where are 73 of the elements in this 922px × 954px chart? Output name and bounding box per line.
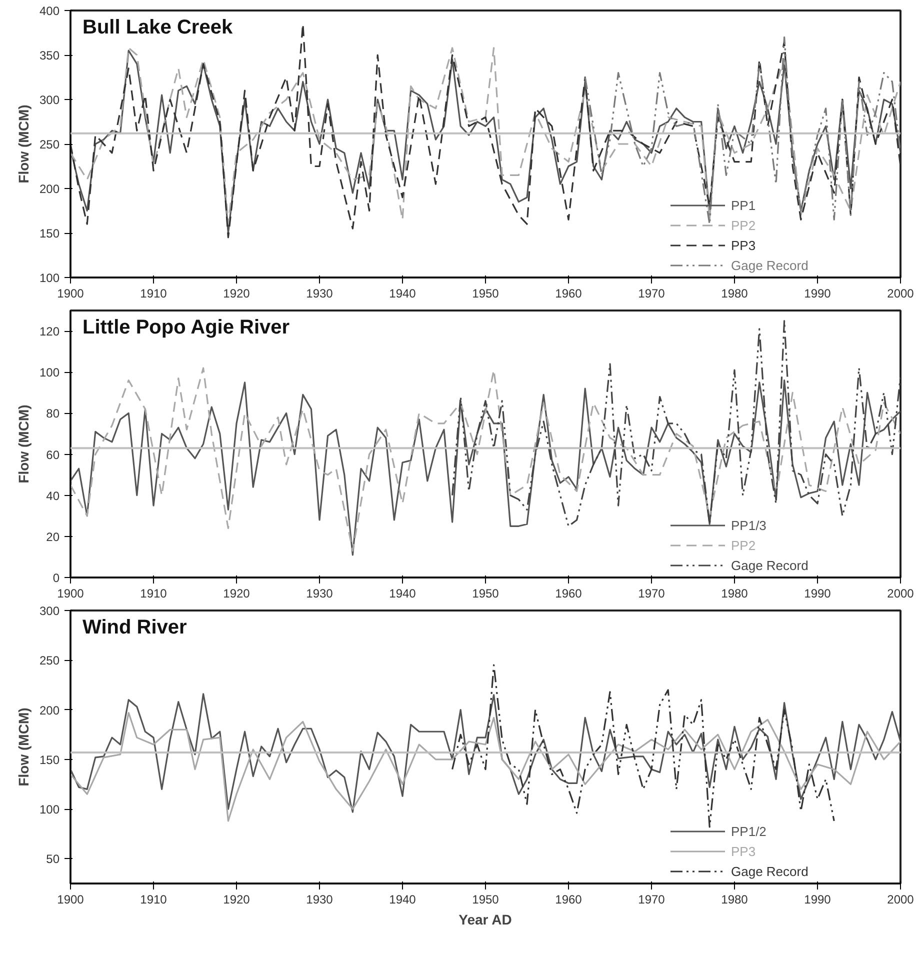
chart-title: Bull Lake Creek: [82, 16, 234, 38]
x-tick-label: 1960: [555, 586, 582, 600]
x-tick-label: 1960: [555, 892, 582, 906]
x-tick-label: 1990: [804, 286, 832, 300]
x-tick-label: 1930: [306, 892, 334, 906]
legend-label: PP1: [731, 198, 756, 212]
legend-label: PP2: [731, 538, 756, 552]
x-tick-label: 1900: [57, 286, 84, 300]
x-tick-label: 1940: [389, 286, 416, 300]
y-tick-label: 100: [39, 271, 60, 285]
legend-label: PP3: [731, 844, 756, 858]
legend-label: Gage Record: [731, 558, 808, 572]
y-tick-label: 120: [39, 324, 60, 339]
x-tick-label: 1920: [223, 286, 250, 300]
x-tick-label: 1900: [57, 892, 84, 906]
y-tick-label: 300: [39, 93, 60, 107]
x-tick-label: 1960: [555, 286, 582, 300]
x-tick-label: 2000: [887, 286, 914, 300]
y-axis-title: Flow (MCM): [15, 404, 32, 484]
x-tick-label: 1920: [223, 892, 250, 906]
y-tick-label: 20: [46, 530, 60, 544]
x-tick-label: 1950: [472, 586, 500, 600]
legend-label: Gage Record: [731, 258, 808, 272]
y-tick-label: 50: [46, 852, 60, 866]
y-tick-label: 300: [39, 604, 60, 618]
legend-label: PP3: [731, 238, 756, 252]
x-tick-label: 1910: [140, 586, 168, 600]
x-tick-label: 1910: [140, 286, 168, 300]
x-tick-label: 1930: [306, 586, 334, 600]
y-tick-label: 100: [39, 802, 60, 817]
chart-title: Wind River: [82, 616, 187, 638]
x-tick-label: 1980: [721, 892, 748, 906]
y-axis-title: Flow (MCM): [15, 708, 32, 786]
y-tick-label: 200: [39, 703, 60, 718]
y-tick-label: 250: [39, 654, 60, 668]
x-tick-label: 1930: [306, 286, 334, 300]
x-tick-label: 1990: [804, 586, 832, 600]
x-tick-label: 1950: [472, 892, 500, 906]
y-tick-label: 250: [39, 138, 60, 152]
x-tick-label: 1900: [57, 586, 84, 600]
x-tick-label: 1940: [389, 586, 416, 600]
y-tick-label: 0: [52, 571, 60, 585]
y-axis-title: Flow (MCM): [15, 104, 32, 184]
x-tick-label: 1950: [472, 286, 500, 300]
legend-label: PP1/2: [731, 824, 766, 838]
x-tick-label: 1990: [804, 892, 832, 906]
line-series: [70, 712, 900, 822]
y-tick-label: 400: [39, 4, 60, 18]
x-tick-label: 1970: [638, 286, 666, 300]
x-tick-label: 1970: [638, 586, 666, 600]
line-series: [70, 693, 900, 813]
x-tick-label: 1980: [721, 286, 748, 300]
x-tick-label: 1970: [638, 892, 666, 906]
y-tick-label: 80: [46, 406, 60, 421]
legend-label: PP1/3: [731, 518, 766, 532]
x-tick-label: 1920: [223, 586, 250, 600]
y-tick-label: 150: [39, 752, 60, 767]
chart-title: Little Popo Agie River: [82, 316, 290, 338]
x-tick-label: 1910: [140, 892, 168, 906]
y-tick-label: 200: [39, 182, 60, 196]
x-tick-label: 1980: [721, 586, 748, 600]
legend-label: Gage Record: [731, 864, 808, 878]
y-tick-label: 350: [39, 48, 60, 62]
x-axis-title: Year AD: [458, 912, 512, 928]
y-tick-label: 60: [46, 448, 60, 462]
legend-label: PP2: [731, 218, 756, 232]
x-tick-label: 2000: [887, 586, 914, 600]
y-tick-label: 150: [39, 226, 60, 240]
x-tick-label: 1940: [389, 892, 416, 906]
y-tick-label: 100: [39, 366, 60, 380]
line-series: [452, 664, 835, 828]
x-tick-label: 2000: [887, 892, 914, 906]
y-tick-label: 40: [46, 488, 60, 503]
